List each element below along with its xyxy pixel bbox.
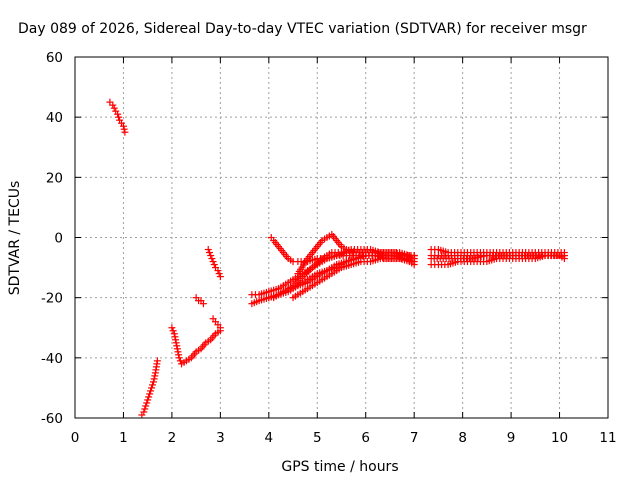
data-point [142,402,150,410]
data-point [215,270,223,278]
data-point [209,258,217,266]
y-tick-label: 0 [54,231,63,247]
data-point [210,261,218,269]
data-point [146,390,154,398]
data-point [205,249,213,257]
x-tick-label: 3 [216,430,225,446]
x-tick-label: 1 [119,430,128,446]
x-tick-label: 0 [71,430,80,446]
x-tick-label: 9 [507,430,516,446]
x-tick-label: 8 [458,430,467,446]
data-point [144,396,152,404]
y-tick-label: 40 [46,110,63,126]
axis-ticks [74,56,609,419]
data-point [109,101,117,109]
data-point [216,324,224,332]
data-point [145,393,153,401]
tick-labels: 0 1 2 3 4 5 6 7 8 9 10 11 -60 -40 -20 0 20 40 60 [41,50,617,446]
data-point [171,333,179,341]
chart-title: Day 089 of 2026, Sidereal Day-to-day VTE… [18,21,587,37]
x-tick-label: 7 [410,430,419,446]
data-point [216,273,224,281]
y-tick-label: -40 [41,351,63,367]
data-point [150,375,158,383]
data-point [147,387,155,395]
y-tick-label: -20 [41,291,63,307]
data-point [172,339,180,347]
data-point [176,357,184,365]
y-tick-label: 20 [46,170,63,186]
data-point [410,261,418,269]
x-tick-label: 2 [168,430,177,446]
data-point [560,255,568,263]
data-point [175,351,183,359]
x-tick-label: 5 [313,430,322,446]
x-tick-label: 4 [265,430,274,446]
data-point [170,330,178,338]
data-point [173,345,181,353]
data-point [153,357,161,365]
data-point [119,122,127,130]
data-point [148,384,156,392]
data-point [207,252,215,260]
data-point [169,327,177,335]
data-point [140,408,148,416]
data-point [141,405,149,413]
data-point [114,110,122,118]
x-tick-label: 10 [551,430,568,446]
data-point [175,354,183,362]
data-point [149,381,157,389]
data-point [204,246,212,254]
data-point [172,336,180,344]
data-point [173,342,181,350]
data-point [143,399,151,407]
data-point [214,267,222,275]
x-tick-label: 11 [599,430,616,446]
data-point [120,125,128,133]
grid [75,57,608,418]
data-point [151,372,159,380]
x-axis-title: GPS time / hours [281,459,398,475]
data-point [149,378,157,386]
y-tick-label: -60 [41,411,63,427]
y-tick-label: 60 [46,50,63,66]
data-point [199,300,207,308]
data-point [410,252,418,260]
y-axis-title: SDTVAR / TECUs [7,181,23,296]
data-point [110,104,118,112]
data-point [208,255,216,263]
data-point [121,128,129,136]
x-tick-label: 6 [361,430,370,446]
data-marks [106,98,568,419]
data-point [168,324,176,332]
data-point [174,348,182,356]
data-point [115,113,123,121]
